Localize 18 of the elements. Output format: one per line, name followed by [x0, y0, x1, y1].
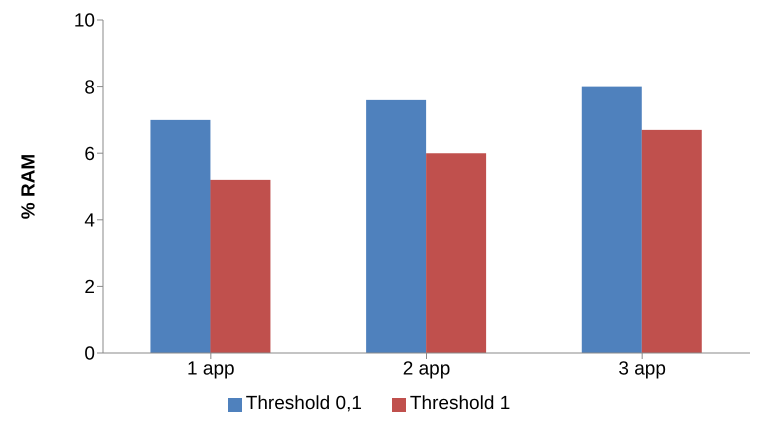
- y-tick-label: 8: [84, 77, 95, 98]
- bar: [582, 86, 642, 353]
- bar: [642, 130, 702, 353]
- x-tick-label: 1 app: [187, 358, 235, 380]
- y-tick-label: 10: [74, 10, 95, 32]
- y-tick-label: 2: [84, 277, 95, 298]
- x-tick-label: 2 app: [402, 358, 450, 380]
- bar: [210, 180, 270, 353]
- bar: [426, 153, 486, 353]
- y-axis-title: % RAM: [18, 154, 40, 220]
- legend-label: Threshold 1: [410, 393, 510, 414]
- y-tick-label: 6: [84, 144, 95, 165]
- bar: [366, 100, 426, 353]
- y-tick-label: 0: [84, 344, 95, 365]
- legend-label: Threshold 0,1: [246, 393, 362, 414]
- y-tick-label: 4: [84, 210, 96, 232]
- bar: [150, 120, 210, 353]
- x-tick-label: 3 app: [618, 358, 666, 380]
